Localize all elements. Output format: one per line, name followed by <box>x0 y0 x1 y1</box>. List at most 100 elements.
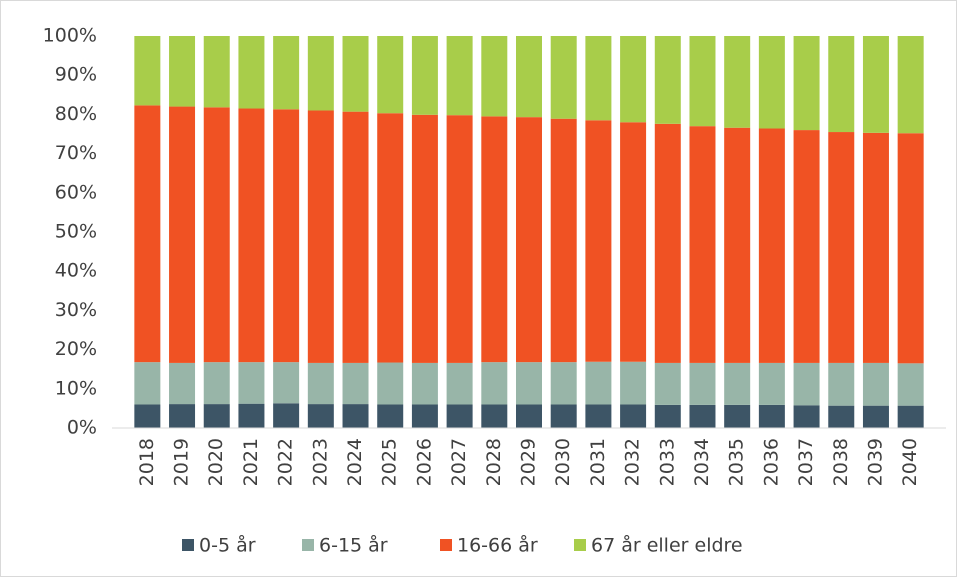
bar-segment <box>134 105 161 363</box>
bar-segment <box>793 36 820 131</box>
bar-segment <box>689 362 716 405</box>
bar-segment <box>238 36 265 109</box>
bar-segment <box>377 404 404 428</box>
x-tick-label: 2022 <box>275 438 297 486</box>
bar-segment <box>793 130 820 363</box>
bar-segment <box>724 36 751 128</box>
bar-segment <box>342 36 369 112</box>
bar-segment <box>516 36 542 118</box>
legend-label: 67 år eller eldre <box>591 534 743 557</box>
y-tick-label: 20% <box>55 338 97 360</box>
bar-segment <box>307 36 334 111</box>
x-tick-label: 2031 <box>587 438 609 486</box>
bar-segment <box>134 404 161 428</box>
bar-segment <box>377 113 404 363</box>
y-tick-label: 50% <box>55 221 97 243</box>
bar-segment <box>654 36 681 124</box>
bar-segment <box>793 362 820 406</box>
y-tick-label: 90% <box>55 64 97 86</box>
bar-segment <box>897 133 924 364</box>
y-tick-label: 60% <box>55 181 97 203</box>
legend-swatch <box>440 539 452 551</box>
legend-label: 6-15 år <box>319 534 388 557</box>
bar-segment <box>620 122 647 362</box>
bar-segment <box>724 127 751 363</box>
bar-segment <box>828 132 855 363</box>
bar-segment <box>307 110 334 363</box>
bar-segment <box>411 36 438 115</box>
x-tick-label: 2019 <box>171 438 193 486</box>
bar-segment <box>307 404 334 428</box>
bar-segment <box>620 36 647 123</box>
bar-segment <box>342 404 369 428</box>
bar-segment <box>897 363 924 406</box>
x-tick-label: 2038 <box>830 438 852 486</box>
x-tick-label: 2025 <box>379 438 401 486</box>
x-tick-label: 2023 <box>309 438 331 486</box>
bar-segment <box>203 362 230 405</box>
y-tick-label: 10% <box>55 377 97 399</box>
bar-segment <box>169 404 196 428</box>
bar-segment <box>585 36 612 121</box>
bar-segment <box>169 36 196 107</box>
y-tick-label: 100% <box>43 25 97 47</box>
x-tick-label: 2024 <box>344 438 366 486</box>
bar-segment <box>134 362 161 405</box>
bar-segment <box>481 362 508 405</box>
bar-segment <box>897 36 924 134</box>
legend-swatch <box>182 539 194 551</box>
x-tick-label: 2034 <box>691 438 713 486</box>
bar-segment <box>689 126 716 363</box>
bar-segment <box>516 404 542 428</box>
bar-segment <box>481 404 508 428</box>
bar-segment <box>550 118 577 363</box>
bar-segment <box>203 107 230 363</box>
bar-segment <box>446 362 473 405</box>
bar-segment <box>342 111 369 363</box>
bar-segment <box>654 404 681 428</box>
bar-segment <box>550 404 577 428</box>
legend-swatch <box>574 539 586 551</box>
bar-segment <box>238 362 265 404</box>
bar-segment <box>550 362 577 405</box>
bar-segment <box>203 36 230 108</box>
x-tick-label: 2040 <box>899 438 921 486</box>
bar-segment <box>689 404 716 428</box>
x-tick-label: 2029 <box>518 438 540 486</box>
x-tick-label: 2027 <box>448 438 470 486</box>
x-tick-label: 2035 <box>726 438 748 486</box>
x-tick-label: 2039 <box>864 438 886 486</box>
y-tick-label: 40% <box>55 260 97 282</box>
bar-segment <box>585 361 612 405</box>
bar-segment <box>654 362 681 405</box>
bar-segment <box>828 36 855 133</box>
bar-segment <box>654 123 681 363</box>
bar-segment <box>238 403 265 428</box>
bar-segment <box>273 362 300 404</box>
bar-segment <box>273 36 300 110</box>
bar-segment <box>828 362 855 406</box>
bar-segment <box>516 362 542 405</box>
bar-segment <box>377 362 404 405</box>
legend-label: 0-5 år <box>199 534 256 557</box>
y-tick-label: 70% <box>55 142 97 164</box>
x-tick-label: 2037 <box>795 438 817 486</box>
legend-swatch <box>302 539 314 551</box>
bar-segment <box>516 117 542 363</box>
x-tick-label: 2018 <box>136 438 158 486</box>
x-tick-label: 2033 <box>656 438 678 486</box>
legend-label: 16-66 år <box>457 534 538 557</box>
bar-segment <box>273 403 300 428</box>
bar-segment <box>758 36 785 129</box>
x-tick-label: 2021 <box>240 438 262 486</box>
bar-segment <box>689 36 716 127</box>
y-tick-label: 0% <box>67 417 97 439</box>
bar-segment <box>134 36 161 106</box>
bar-segment <box>169 362 196 405</box>
bar-segment <box>585 404 612 428</box>
x-tick-label: 2028 <box>483 438 505 486</box>
bar-segment <box>897 405 924 428</box>
bar-segment <box>758 404 785 428</box>
bar-segment <box>203 404 230 428</box>
